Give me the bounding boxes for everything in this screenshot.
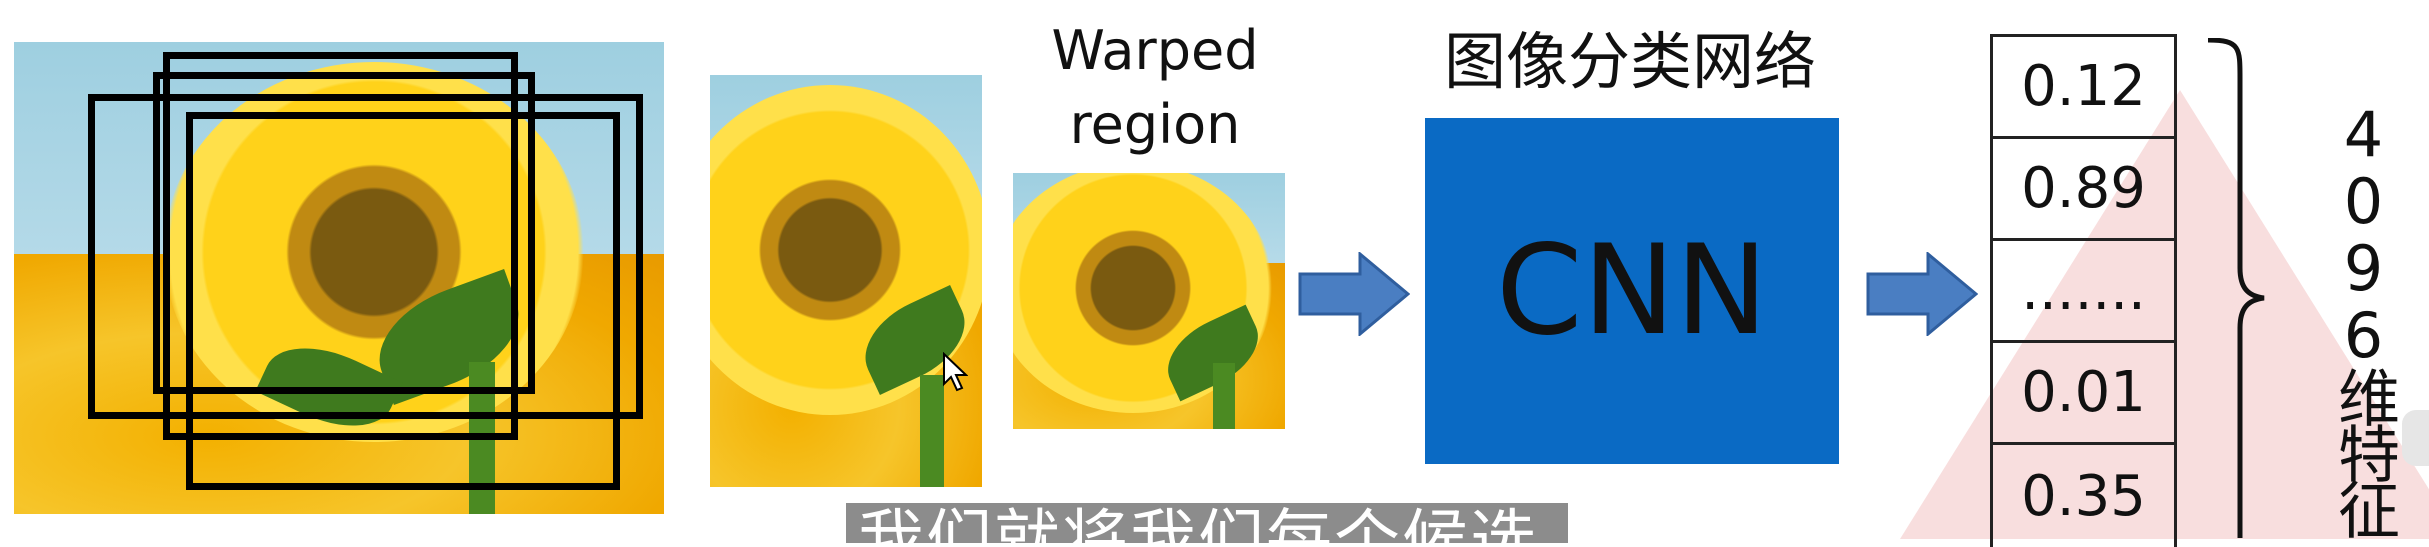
feature-value: .......: [1993, 241, 2174, 343]
feature-value: 0.35: [2021, 463, 2146, 529]
cnn-label: CNN: [1495, 219, 1769, 363]
cropped-region-image: [710, 75, 982, 487]
warped-region-label: Warped region: [1051, 19, 1259, 156]
side-scroll-handle[interactable]: [2402, 410, 2429, 466]
classifier-title: 图像分类网络: [1443, 25, 1816, 98]
feature-value: 0.12: [1993, 37, 2174, 139]
curly-brace-icon: [2207, 38, 2265, 538]
proposal-box: [153, 72, 535, 394]
feature-dimension-label: 4096维特征: [2327, 98, 2400, 534]
feature-value: 0.01: [1993, 343, 2174, 445]
feature-vector: 0.12 0.89 ....... 0.01 0.35: [1990, 34, 2177, 547]
feature-value: 0.89: [1993, 139, 2174, 241]
proposal-box: [88, 94, 643, 419]
right-arrow-icon: [1298, 252, 1410, 336]
right-arrow-icon: [1866, 252, 1978, 336]
warped-region-image: [1013, 173, 1285, 429]
cnn-block: [1425, 118, 1839, 464]
proposal-box: [163, 52, 518, 440]
video-subtitle: 我们就将我们每个候选框: [846, 503, 1568, 543]
proposal-box: [186, 112, 620, 490]
mouse-cursor-icon: [943, 352, 968, 392]
